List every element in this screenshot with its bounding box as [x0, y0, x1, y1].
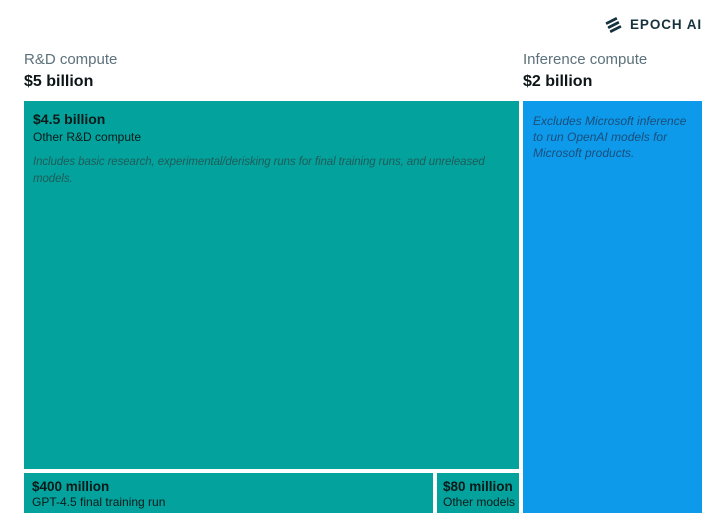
inference-compute-header-label: Inference compute: [523, 51, 648, 68]
cell-other-rd-compute: $4.5 billion Other R&D compute Includes …: [24, 101, 519, 469]
other-rd-compute-note: Includes basic research, experimental/de…: [33, 156, 485, 185]
inference-compute-header: Inference compute $2 billion: [523, 49, 647, 93]
other-models-label: Other models: [443, 495, 516, 509]
inference-compute-note: Excludes Microsoft inference to run Open…: [533, 114, 687, 160]
rd-compute-header-total: $5 billion: [24, 73, 94, 90]
gpt45-value: $400 million: [32, 479, 110, 494]
cell-other-models: $80 million Other models: [437, 473, 519, 513]
epoch-ai-logo: EPOCH AI: [604, 16, 702, 34]
epoch-ai-logo-icon: [605, 17, 622, 33]
other-rd-compute-label: Other R&D compute: [33, 130, 142, 144]
other-models-value: $80 million: [443, 479, 513, 494]
epoch-ai-logo-text: EPOCH AI: [630, 17, 702, 32]
rd-compute-header: R&D compute $5 billion: [24, 49, 117, 93]
inference-compute-header-total: $2 billion: [523, 73, 593, 90]
cell-gpt45-final-training-run: $400 million GPT-4.5 final training run: [24, 473, 433, 513]
other-rd-compute-value: $4.5 billion: [33, 111, 106, 127]
gpt45-label: GPT-4.5 final training run: [32, 495, 166, 509]
rd-compute-header-label: R&D compute: [24, 51, 118, 68]
cell-inference-compute: Excludes Microsoft inference to run Open…: [523, 101, 702, 513]
